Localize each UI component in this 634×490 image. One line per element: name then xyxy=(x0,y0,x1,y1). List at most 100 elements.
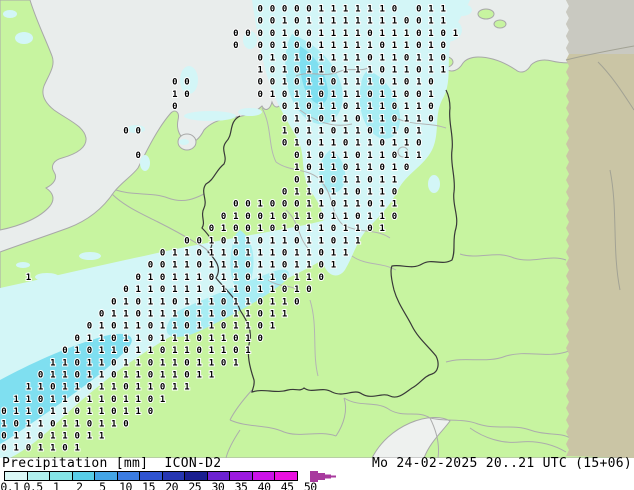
grid-value: 1 xyxy=(355,236,360,246)
grid-value: 0 xyxy=(306,163,311,173)
grid-value: 1 xyxy=(306,114,311,124)
grid-value: 0 xyxy=(87,346,92,356)
grid-value: 1 xyxy=(343,249,348,259)
grid-value: 1 xyxy=(123,371,128,381)
grid-value: 1 xyxy=(282,29,287,39)
grid-value: 0 xyxy=(306,102,311,112)
colorbar-overflow-arrow xyxy=(310,471,336,482)
grid-value: 1 xyxy=(50,358,55,368)
grid-value: 0 xyxy=(135,297,140,307)
grid-value: 1 xyxy=(99,358,104,368)
grid-value: 1 xyxy=(172,346,177,356)
grid-value: 0 xyxy=(379,66,384,76)
grid-value: 0 xyxy=(123,285,128,295)
grid-value: 1 xyxy=(257,224,262,234)
grid-value: 0 xyxy=(318,261,323,271)
grid-value: 0 xyxy=(306,41,311,51)
grid-value: 1 xyxy=(99,432,104,442)
grid-value: 0 xyxy=(184,358,189,368)
grid-value: 1 xyxy=(404,41,409,51)
grid-value: 1 xyxy=(282,224,287,234)
country-borders xyxy=(111,67,619,458)
grid-value: 0 xyxy=(245,212,250,222)
grid-value: 1 xyxy=(99,419,104,429)
grid-value: 1 xyxy=(99,346,104,356)
grid-value: 0 xyxy=(379,78,384,88)
grid-value: 0 xyxy=(440,29,445,39)
grid-value: 1 xyxy=(367,78,372,88)
grid-value: 1 xyxy=(416,78,421,88)
grid-value: 1 xyxy=(331,53,336,63)
grid-value: 0 xyxy=(257,90,262,100)
grid-value: 0 xyxy=(233,224,238,234)
grid-value: 0 xyxy=(38,371,43,381)
grid-value: 1 xyxy=(379,151,384,161)
precip-core-dark xyxy=(299,46,328,105)
grid-value: 0 xyxy=(392,151,397,161)
grid-value: 0 xyxy=(123,419,128,429)
grid-value: 0 xyxy=(111,334,116,344)
grid-value: 0 xyxy=(221,322,226,332)
grid-value: 1 xyxy=(135,358,140,368)
grid-value: 0 xyxy=(245,273,250,283)
grid-value: 0 xyxy=(318,90,323,100)
grid-value: 1 xyxy=(233,297,238,307)
grid-value: 1 xyxy=(306,249,311,259)
masked-coastlines xyxy=(565,45,634,291)
grid-value: 1 xyxy=(62,432,67,442)
grid-value: 1 xyxy=(172,371,177,381)
grid-value: 1 xyxy=(404,114,409,124)
grid-value: 1 xyxy=(172,383,177,393)
grid-value: 0 xyxy=(160,346,165,356)
grid-value: 1 xyxy=(13,407,18,417)
grid-value: 1 xyxy=(318,200,323,210)
grid-value: 1 xyxy=(404,66,409,76)
grid-value: 1 xyxy=(245,249,250,259)
grid-value: 1 xyxy=(172,90,177,100)
grid-value: 0 xyxy=(257,41,262,51)
precip-core-dark xyxy=(0,333,132,444)
grid-value: 1 xyxy=(196,273,201,283)
grid-value: 1 xyxy=(74,444,79,454)
grid-value: 0 xyxy=(404,17,409,27)
grid-value: 1 xyxy=(355,102,360,112)
grid-value: 1 xyxy=(392,66,397,76)
grid-value: 0 xyxy=(148,395,153,405)
grid-value: 1 xyxy=(221,224,226,234)
grid-value: 0 xyxy=(160,261,165,271)
grid-value: 1 xyxy=(50,395,55,405)
grid-value: 0 xyxy=(184,78,189,88)
grid-value: 1 xyxy=(196,297,201,307)
grid-value: 0 xyxy=(270,17,275,27)
grid-value: 1 xyxy=(209,236,214,246)
grid-value: 1 xyxy=(367,102,372,112)
grid-value: 0 xyxy=(270,5,275,15)
grid-value: 1 xyxy=(196,358,201,368)
grid-value: 1 xyxy=(392,41,397,51)
grid-value: 0 xyxy=(367,127,372,137)
grid-value: 0 xyxy=(233,334,238,344)
grid-value: 0 xyxy=(148,322,153,332)
grid-value: 1 xyxy=(331,102,336,112)
german-state-borders xyxy=(261,107,447,377)
grid-value: 1 xyxy=(87,407,92,417)
colorbar-segment xyxy=(274,471,298,481)
grid-value: 1 xyxy=(270,236,275,246)
grid-value: 1 xyxy=(62,358,67,368)
grid-value: 0 xyxy=(270,29,275,39)
grid-value: 0 xyxy=(306,139,311,149)
grid-value: 0 xyxy=(245,224,250,234)
grid-value: 1 xyxy=(343,224,348,234)
grid-value: 0 xyxy=(148,358,153,368)
grid-value: 0 xyxy=(26,444,31,454)
grid-value: 0 xyxy=(294,29,299,39)
grid-value: 1 xyxy=(343,41,348,51)
grid-value: 1 xyxy=(87,432,92,442)
grid-value: 1 xyxy=(318,66,323,76)
grid-value: 0 xyxy=(184,90,189,100)
grid-value: 1 xyxy=(270,297,275,307)
grid-value: 1 xyxy=(416,127,421,137)
sea-adriatic xyxy=(371,417,451,458)
grid-value: 0 xyxy=(294,297,299,307)
grid-value: 0 xyxy=(392,212,397,222)
